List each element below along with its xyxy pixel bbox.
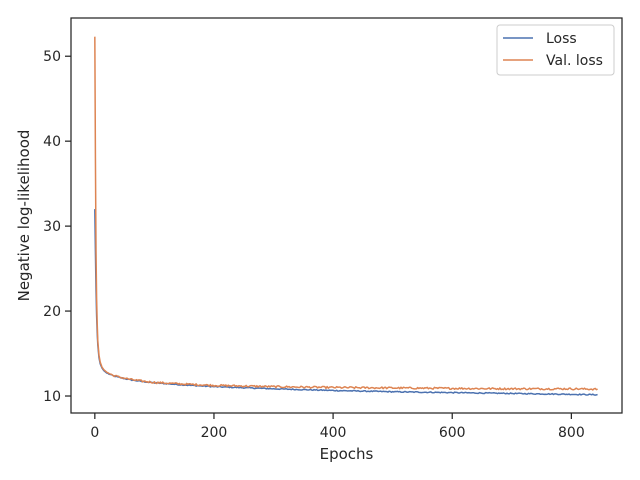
x-tick-label: 800 [558,425,585,441]
x-tick-label: 600 [439,425,466,441]
y-axis-label: Negative log-likelihood [15,130,33,302]
x-tick-label: 200 [201,425,228,441]
plot-frame [70,17,623,414]
x-tick-label: 400 [320,425,347,441]
y-tick-label: 10 [43,389,61,405]
y-tick-label: 50 [43,49,61,65]
y-axis: 10 20 30 40 50 [43,49,71,405]
y-tick-label: 40 [43,134,61,150]
y-tick-label: 30 [43,219,61,235]
x-tick-label: 0 [90,425,99,441]
legend: Loss Val. loss [496,24,615,76]
series-layer [94,36,598,396]
y-tick-label: 20 [43,304,61,320]
x-axis: 0 200 400 600 800 [90,413,585,441]
legend-label-val-loss: Val. loss [546,53,603,69]
x-axis-label: Epochs [320,445,374,463]
legend-label-loss: Loss [546,31,577,47]
series-line-val-loss [94,36,598,391]
